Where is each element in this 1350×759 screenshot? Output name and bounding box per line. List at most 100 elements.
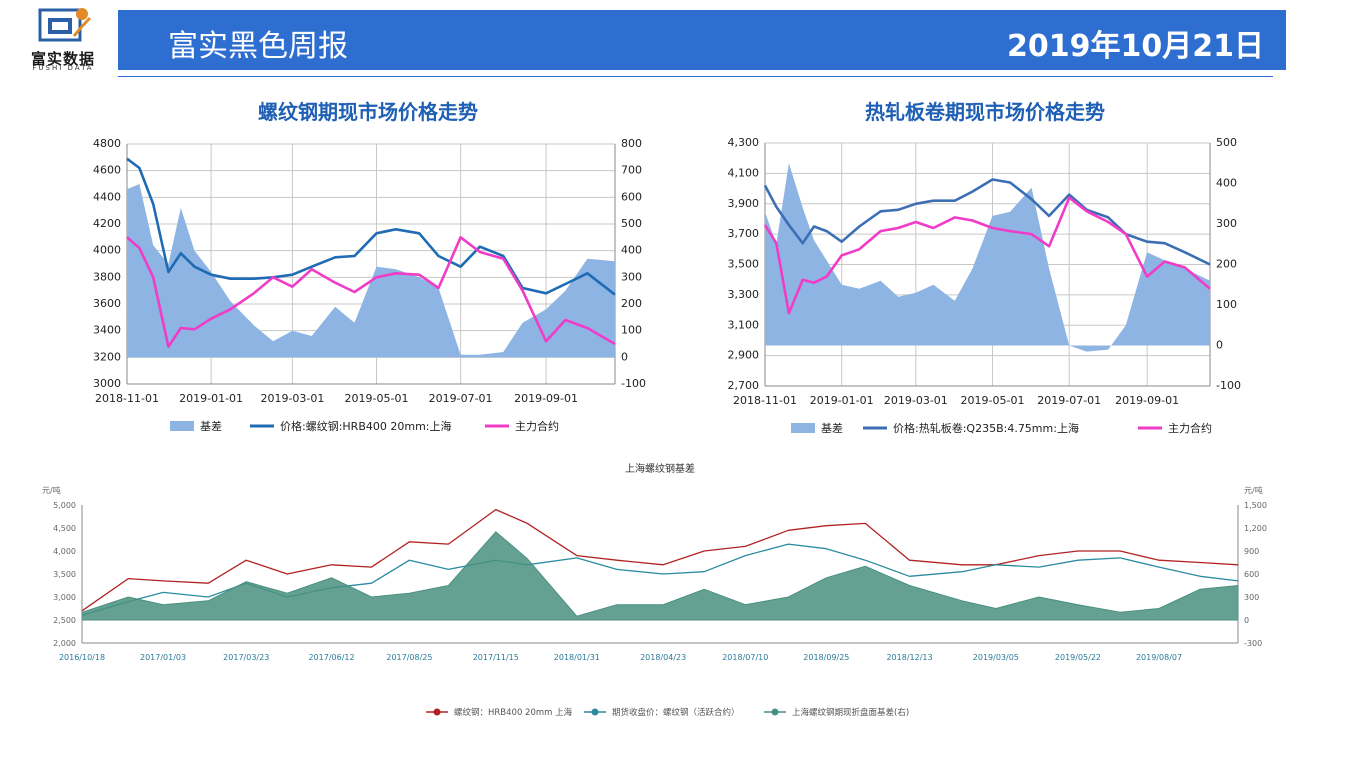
x-tick-label: 2018/04/23 [640,653,686,662]
x-tick-label: 2017/01/03 [140,653,186,662]
legend-label: 基差 [821,421,843,435]
legend-swatch [170,421,194,431]
legend-label: 上海螺纹钢期现折盘面基差(右) [792,707,909,718]
y-right-tick-label: 1,200 [1244,524,1267,533]
legend-label: 主力合约 [1168,421,1212,435]
legend-swatch [791,423,815,433]
y-tick-label: 3,500 [53,570,76,579]
y-right-tick-label: 900 [1244,547,1259,556]
series-area-2 [81,531,1239,621]
y-right-tick-label: 300 [1216,217,1237,230]
legend-label: 价格:螺纹钢:HRB400 20mm:上海 [280,419,452,433]
series-area-0 [765,163,1210,352]
y-axis-label: 元/吨 [42,485,61,495]
x-tick-label: 2018-11-01 [95,392,159,405]
x-tick-label: 2019-03-01 [884,394,948,407]
series-line-1 [126,157,616,296]
y-right-tick-label: 100 [621,324,642,337]
legend-label: 基差 [200,419,222,433]
legend-marker [771,708,779,716]
legend-marker [433,708,441,716]
x-tick-label: 2019-01-01 [179,392,243,405]
legend-marker [591,708,599,716]
x-tick-label: 2019/05/22 [1055,653,1101,662]
x-tick-label: 2019-01-01 [810,394,874,407]
y-tick-label: 3800 [93,270,121,283]
y-tick-label: 3000 [93,377,121,390]
y-axis-label-right: 元/吨 [1244,485,1263,495]
series-line-2 [763,196,1211,315]
y-right-tick-label: 400 [621,244,642,257]
y-right-tick-label: 1,500 [1244,501,1267,510]
x-tick-label: 2019-03-01 [260,392,324,405]
y-right-tick-label: 100 [1216,298,1237,311]
y-tick-label: 2,500 [53,616,76,625]
y-right-tick-label: -300 [1244,639,1262,648]
y-right-tick-label: 700 [621,164,642,177]
y-right-tick-label: 300 [1244,593,1259,602]
report-date: 2019年10月21日 [1007,29,1264,64]
x-tick-label: 2017/06/12 [308,653,354,662]
legend-label: 螺纹钢：HRB400 20mm 上海 [454,707,573,718]
y-tick-label: 4000 [93,244,121,257]
x-tick-label: 2018-11-01 [733,394,797,407]
x-tick-label: 2018/09/25 [803,653,849,662]
y-tick-label: 3,900 [728,197,760,210]
x-tick-label: 2018/07/10 [722,653,768,662]
y-tick-label: 3,100 [728,318,760,331]
x-tick-label: 2019/08/07 [1136,653,1182,662]
y-tick-label: 4800 [93,137,121,150]
y-right-tick-label: 500 [1216,136,1237,149]
x-tick-label: 2019-05-01 [961,394,1025,407]
x-tick-label: 2019-09-01 [514,392,578,405]
header-divider [118,76,1273,77]
x-tick-label: 2019-07-01 [1037,394,1101,407]
logo-text: 富实数据 [30,50,95,68]
y-tick-label: 3600 [93,297,121,310]
company-logo: 富实数据 FUSHI DATA [8,4,118,72]
logo-mark-icon [38,8,92,42]
x-tick-label: 2019-09-01 [1115,394,1179,407]
x-tick-label: 2019/03/05 [973,653,1019,662]
y-tick-label: 2,900 [728,349,760,362]
y-tick-label: 4400 [93,190,121,203]
x-tick-label: 2017/11/15 [473,653,519,662]
chart-title: 热轧板卷期现市场价格走势 [865,100,1105,124]
y-tick-label: 4,500 [53,524,76,533]
x-tick-label: 2017/03/23 [223,653,269,662]
y-right-tick-label: 800 [621,137,642,150]
y-right-tick-label: -100 [621,377,646,390]
rebar-price-chart: 螺纹钢期现市场价格走势30003200340036003800400042004… [93,100,646,433]
page-title: 富实黑色周报 [168,29,348,64]
x-tick-label: 2017/08/25 [386,653,432,662]
y-tick-label: 4600 [93,164,121,177]
chart-title: 螺纹钢期现市场价格走势 [258,100,478,124]
y-tick-label: 4200 [93,217,121,230]
y-right-tick-label: 200 [1216,258,1237,271]
legend-label: 主力合约 [515,419,559,433]
hotcoil-price-chart: 热轧板卷期现市场价格走势 2,700 2,900 3,100 3,300 3,500 3,7… [728,100,1241,435]
y-right-tick-label: 0 [1244,616,1249,625]
y-right-tick-label: 0 [621,350,628,363]
y-right-tick-label: 500 [621,217,642,230]
x-tick-label: 2019-05-01 [345,392,409,405]
logo-subtext: FUSHI DATA [32,64,94,72]
y-tick-label: 4,100 [728,166,760,179]
y-right-tick-label: 0 [1216,339,1223,352]
y-tick-label: 3,500 [728,258,760,271]
x-tick-label: 2016/10/18 [59,653,105,662]
series-line-2 [126,236,616,348]
legend-label: 价格:热轧板卷:Q235B:4.75mm:上海 [893,421,1079,435]
y-tick-label: 2,000 [53,639,76,648]
chart-title: 上海螺纹钢基差 [625,462,695,475]
y-right-tick-label: -100 [1216,379,1241,392]
legend-label: 期货收盘价：螺纹钢（活跃合约） [612,707,740,718]
series-line-0 [81,508,1239,612]
y-right-tick-label: 600 [1244,570,1259,579]
y-tick-label: 3400 [93,324,121,337]
y-right-tick-label: 300 [621,270,642,283]
x-tick-label: 2018/12/13 [886,653,932,662]
y-tick-label: 3,700 [728,227,760,240]
header-bar: 富实黑色周报 2019年10月21日 [118,10,1286,70]
